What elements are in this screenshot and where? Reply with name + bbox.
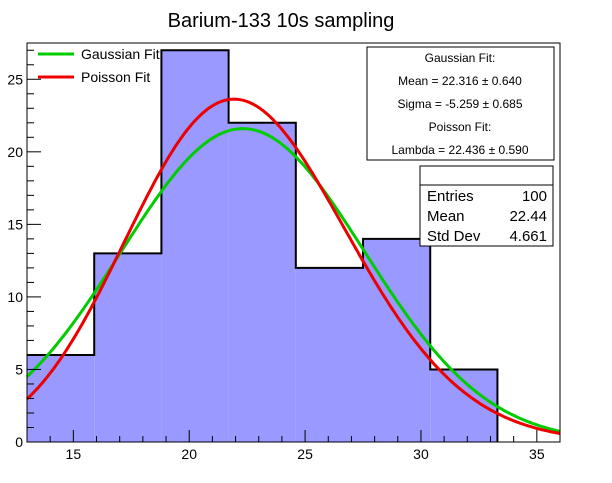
histogram-bar-5 (363, 238, 431, 442)
y-tick-label: 15 (7, 216, 23, 232)
fit-box-line-poisson-lambda: Lambda = 22.436 ± 0.590 (391, 143, 528, 157)
y-tick-label: 0 (15, 434, 23, 450)
statistics-box: Entries 100 Mean 22.44 Std Dev 4.661 (419, 165, 554, 247)
fit-curves (25, 97, 561, 435)
legend-label-poisson: Poisson Fit (81, 69, 150, 85)
fit-parameters-box: Gaussian Fit: Mean = 22.316 ± 0.640 Sigm… (366, 46, 555, 161)
fit-box-line-poisson-header: Poisson Fit: (429, 120, 492, 134)
plot-frame (26, 42, 561, 443)
histogram-bar-1 (94, 253, 162, 442)
x-tick-label: 25 (297, 446, 313, 462)
stats-label-mean: Mean (427, 208, 465, 225)
stats-box-frame (419, 165, 554, 247)
y-tick-label: 20 (7, 144, 23, 160)
x-tick-label: 30 (413, 446, 429, 462)
plot-axes: 15 20 25 30 35 0 5 10 15 20 25 (7, 42, 561, 462)
stats-value-mean: 22.44 (509, 208, 547, 225)
histogram-outline (27, 49, 499, 442)
histogram-bars (27, 49, 499, 443)
x-tick-label: 20 (181, 446, 197, 462)
fit-box-frame (366, 46, 555, 161)
y-tick-label: 10 (7, 289, 23, 305)
stats-label-stddev: Std Dev (427, 228, 481, 245)
fit-box-line-gaussian-sigma: Sigma = -5.259 ± 0.685 (398, 97, 523, 111)
stats-label-entries: Entries (427, 188, 474, 205)
legend-label-gaussian: Gaussian Fit (81, 46, 160, 62)
legend: Gaussian Fit Poisson Fit (38, 46, 160, 85)
fit-curve-poisson (25, 97, 561, 435)
histogram-bar-3 (228, 122, 296, 443)
y-tick-label: 5 (15, 361, 23, 377)
x-tick-label: 15 (66, 446, 82, 462)
histogram-bar-4 (295, 267, 364, 442)
fit-box-line-gaussian-header: Gaussian Fit: (425, 51, 496, 65)
fit-box-line-gaussian-mean: Mean = 22.316 ± 0.640 (398, 74, 522, 88)
y-tick-label: 25 (7, 71, 23, 87)
x-tick-label: 35 (529, 446, 545, 462)
histogram-bar-2 (161, 50, 229, 442)
stats-value-stddev: 4.661 (509, 228, 547, 245)
stats-value-entries: 100 (522, 188, 547, 205)
chart-title: Barium-133 10s sampling (168, 10, 395, 32)
